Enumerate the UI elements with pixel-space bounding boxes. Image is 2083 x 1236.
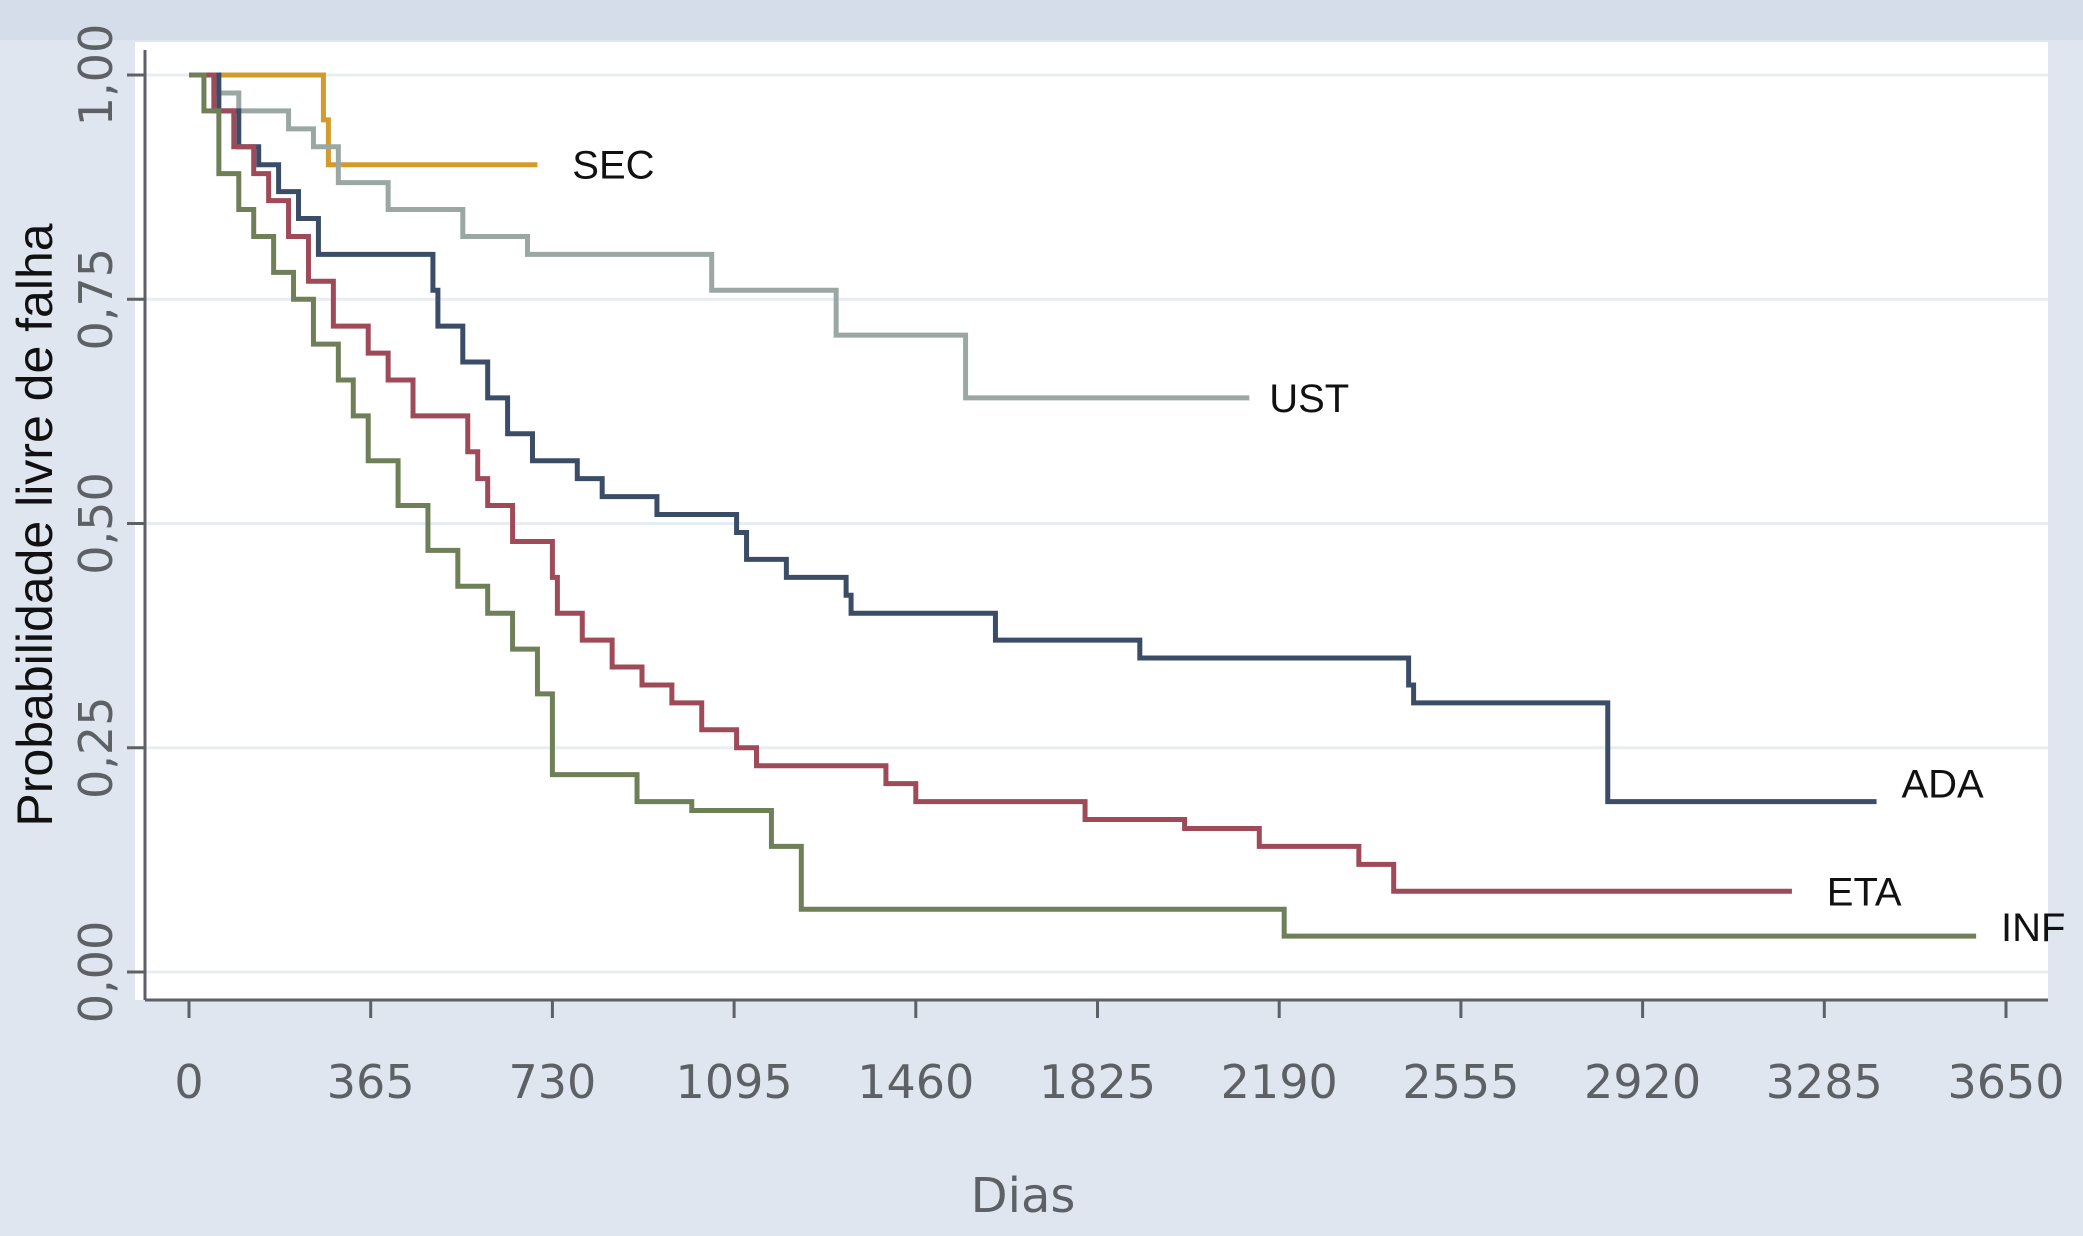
series-lines: [189, 72, 1977, 939]
x-tick-label-2: 730: [508, 1055, 596, 1109]
series-line-inf: [189, 72, 1977, 939]
y-tick-label-4: 1,00: [69, 24, 123, 126]
x-tick-label-4: 1460: [857, 1055, 974, 1109]
series-label-eta: ETA: [1827, 870, 1902, 914]
x-tick-label-6: 2190: [1221, 1055, 1338, 1109]
series-line-eta: [189, 72, 1792, 894]
x-tick-label-1: 365: [327, 1055, 415, 1109]
x-tick-label-9: 3285: [1766, 1055, 1883, 1109]
y-tick-label-3: 0,75: [69, 248, 123, 350]
y-tick-label-2: 0,50: [69, 472, 123, 574]
series-labels: SEC UST ADA ETA INF: [572, 144, 2065, 950]
x-tick-label-8: 2920: [1584, 1055, 1701, 1109]
x-tick-label-5: 1825: [1039, 1055, 1156, 1109]
x-axis-title: Dias: [971, 1168, 1076, 1224]
y-tick-label-0: 0,00: [69, 921, 123, 1023]
x-tick-label-10: 3650: [1947, 1055, 2064, 1109]
series-label-sec: SEC: [572, 144, 654, 188]
series-label-ust: UST: [1269, 377, 1349, 421]
gridlines: [135, 73, 2048, 974]
series-label-ada: ADA: [1901, 763, 1984, 807]
x-tick-label-3: 1095: [676, 1055, 793, 1109]
y-tick-label-1: 0,25: [69, 697, 123, 799]
x-tick-label-7: 2555: [1402, 1055, 1519, 1109]
series-line-ust: [189, 72, 1250, 401]
series-line-sec: [189, 72, 538, 168]
top-band: [0, 0, 2083, 40]
y-axis-title: Probabilidade livre de falha: [7, 223, 63, 826]
series-line-ada: [189, 72, 1877, 805]
plot-area: [135, 42, 2048, 1000]
series-label-inf: INF: [2001, 906, 2065, 950]
axes: 0,00 0,25 0,50 0,75 1,00 0 365 730 1095 1460 1825 2…: [69, 24, 2065, 1109]
x-tick-label-0: 0: [174, 1055, 203, 1109]
